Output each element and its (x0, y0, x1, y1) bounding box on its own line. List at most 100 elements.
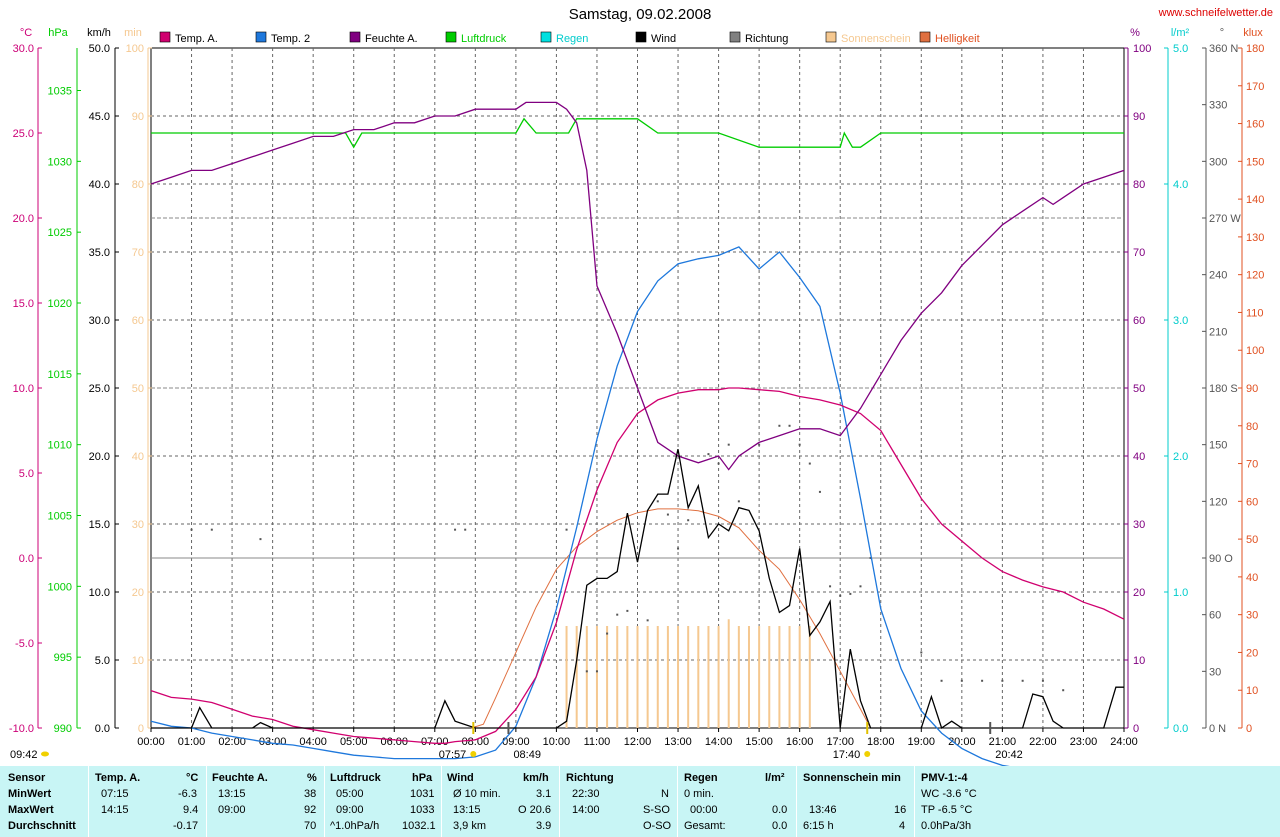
direction-point (778, 424, 781, 427)
series-layer (150, 101, 1125, 766)
tick-label-pressure-8: 995 (54, 652, 72, 664)
direction-avg: O-SO (643, 820, 672, 832)
humidity-avg: 70 (304, 820, 317, 832)
x-tick-label-10: 10:00 (543, 736, 571, 748)
x-tick-label-19: 19:00 (908, 736, 936, 748)
wind-distance: 3,9 km (453, 820, 487, 832)
tick-label-brightness-17: 10 (1246, 685, 1258, 697)
tick-label-pressure-2: 1025 (48, 227, 72, 239)
tick-label-temp-4: 10.0 (13, 383, 34, 395)
tick-label-rain-2: 3.0 (1173, 315, 1188, 327)
stats-sensor-header: Sensor (8, 772, 46, 784)
legend-swatch-1 (255, 31, 267, 43)
tick-label-direction-11: 30 (1209, 666, 1221, 678)
series-wind (151, 449, 1124, 730)
temp-min-time: 07:15 (101, 788, 129, 800)
direction-point (758, 443, 761, 446)
unit-rain: l/m² (1171, 27, 1190, 39)
x-tick-label-17: 17:00 (826, 736, 854, 748)
x-tick-label-4: 04:00 (299, 736, 327, 748)
tick-label-brightness-0: 180 (1246, 43, 1264, 55)
line-feuchte-a- (150, 101, 1125, 471)
wind-min-label: Ø 10 min. (453, 788, 501, 800)
direction-point (616, 613, 619, 616)
pressure-min-time: 05:00 (336, 788, 364, 800)
tick-label-direction-12: 0 N (1209, 723, 1226, 735)
tick-label-brightness-11: 70 (1246, 459, 1258, 471)
pmv-windchill: WC -3.6 °C (921, 788, 977, 800)
humidity-min-time: 13:15 (218, 788, 246, 800)
sunset-time: 17:40 (833, 749, 861, 761)
stats-panel: Sensor MinWert MaxWert Durchschnitt Temp… (0, 766, 1280, 837)
line-helligkeit (471, 508, 872, 729)
sunrise-time: 07:57 (439, 749, 467, 761)
direction-point (464, 528, 467, 531)
tick-label-humidity-0: 100 (1133, 43, 1151, 55)
series-temp-2 (150, 246, 1010, 766)
x-tick-label-7: 07:00 (421, 736, 449, 748)
direction-point (1062, 689, 1065, 692)
direction-point (707, 453, 710, 456)
tick-label-humidity-9: 10 (1133, 655, 1145, 667)
direction-point (869, 557, 872, 559)
x-tick-label-11: 11:00 (584, 736, 611, 748)
humidity-header: Feuchte A. (212, 772, 268, 784)
legend-swatch-6 (729, 31, 741, 43)
tick-label-direction-10: 60 (1209, 610, 1221, 622)
x-tick-label-15: 15:00 (745, 736, 773, 748)
direction-point (454, 528, 457, 531)
unit-brightness: klux (1243, 27, 1263, 39)
direction-point (788, 424, 791, 427)
x-tick-label-22: 22:00 (1029, 736, 1057, 748)
series-richtung (190, 424, 1065, 692)
tick-label-brightness-16: 20 (1246, 647, 1258, 659)
temp-unit: °C (186, 772, 199, 784)
tick-label-rain-3: 2.0 (1173, 451, 1188, 463)
pressure-avg: 1032.1 (402, 820, 436, 832)
tick-label-brightness-4: 140 (1246, 194, 1264, 206)
pressure-min: 1031 (410, 788, 435, 800)
sun-moon-markers: 07:57 17:40 08:49 20:42 09:42 (10, 722, 1023, 761)
legend-label-2: Feuchte A. (365, 33, 418, 45)
direction-point (687, 519, 690, 522)
direction-point (565, 528, 568, 531)
rain-unit: l/m² (765, 772, 785, 784)
line-luftdruck (151, 117, 1124, 149)
line-wind (151, 449, 1124, 730)
tick-label-rain-1: 4.0 (1173, 179, 1188, 191)
sunshine-header: Sonnenschein min (803, 772, 901, 784)
tick-label-sunshine-4: 60 (132, 315, 144, 327)
tick-label-direction-6: 180 S (1209, 383, 1238, 395)
x-tick-label-13: 13:00 (664, 736, 692, 748)
tick-label-brightness-18: 0 (1246, 723, 1252, 735)
legend-swatch-8 (919, 31, 931, 43)
direction-point (210, 528, 213, 531)
tick-label-wind-5: 25.0 (89, 383, 110, 395)
tick-label-wind-0: 50.0 (89, 43, 110, 55)
temp-max-time: 14:15 (101, 804, 129, 816)
direction-header: Richtung (566, 772, 614, 784)
direction-max: S-SO (643, 804, 670, 816)
legend-label-7: Sonnenschein (841, 33, 911, 45)
pressure-max-time: 09:00 (336, 804, 364, 816)
tick-label-sunshine-0: 100 (126, 43, 144, 55)
rain-total: 0.0 (772, 820, 788, 832)
moonrise-time: 08:49 (513, 749, 541, 761)
x-tick-label-8: 08:00 (462, 736, 490, 748)
tick-label-humidity-6: 40 (1133, 451, 1145, 463)
direction-point (1001, 679, 1004, 682)
x-tick-label-21: 21:00 (989, 736, 1017, 748)
tick-label-direction-4: 240 (1209, 270, 1227, 282)
x-tick-label-5: 05:00 (340, 736, 368, 748)
sunshine-max-time: 13:46 (809, 804, 837, 816)
sunshine-max: 16 (894, 804, 907, 816)
tick-label-direction-1: 330 (1209, 100, 1227, 112)
tick-label-sunshine-8: 20 (132, 587, 144, 599)
tick-label-pressure-9: 990 (54, 723, 72, 735)
series-temp-a- (150, 387, 1125, 744)
site-watermark: www.schneifelwetter.de (1158, 7, 1273, 19)
direction-point (727, 443, 730, 446)
tick-label-brightness-2: 160 (1246, 119, 1264, 131)
tick-label-rain-4: 1.0 (1173, 587, 1188, 599)
direction-point (626, 609, 629, 612)
